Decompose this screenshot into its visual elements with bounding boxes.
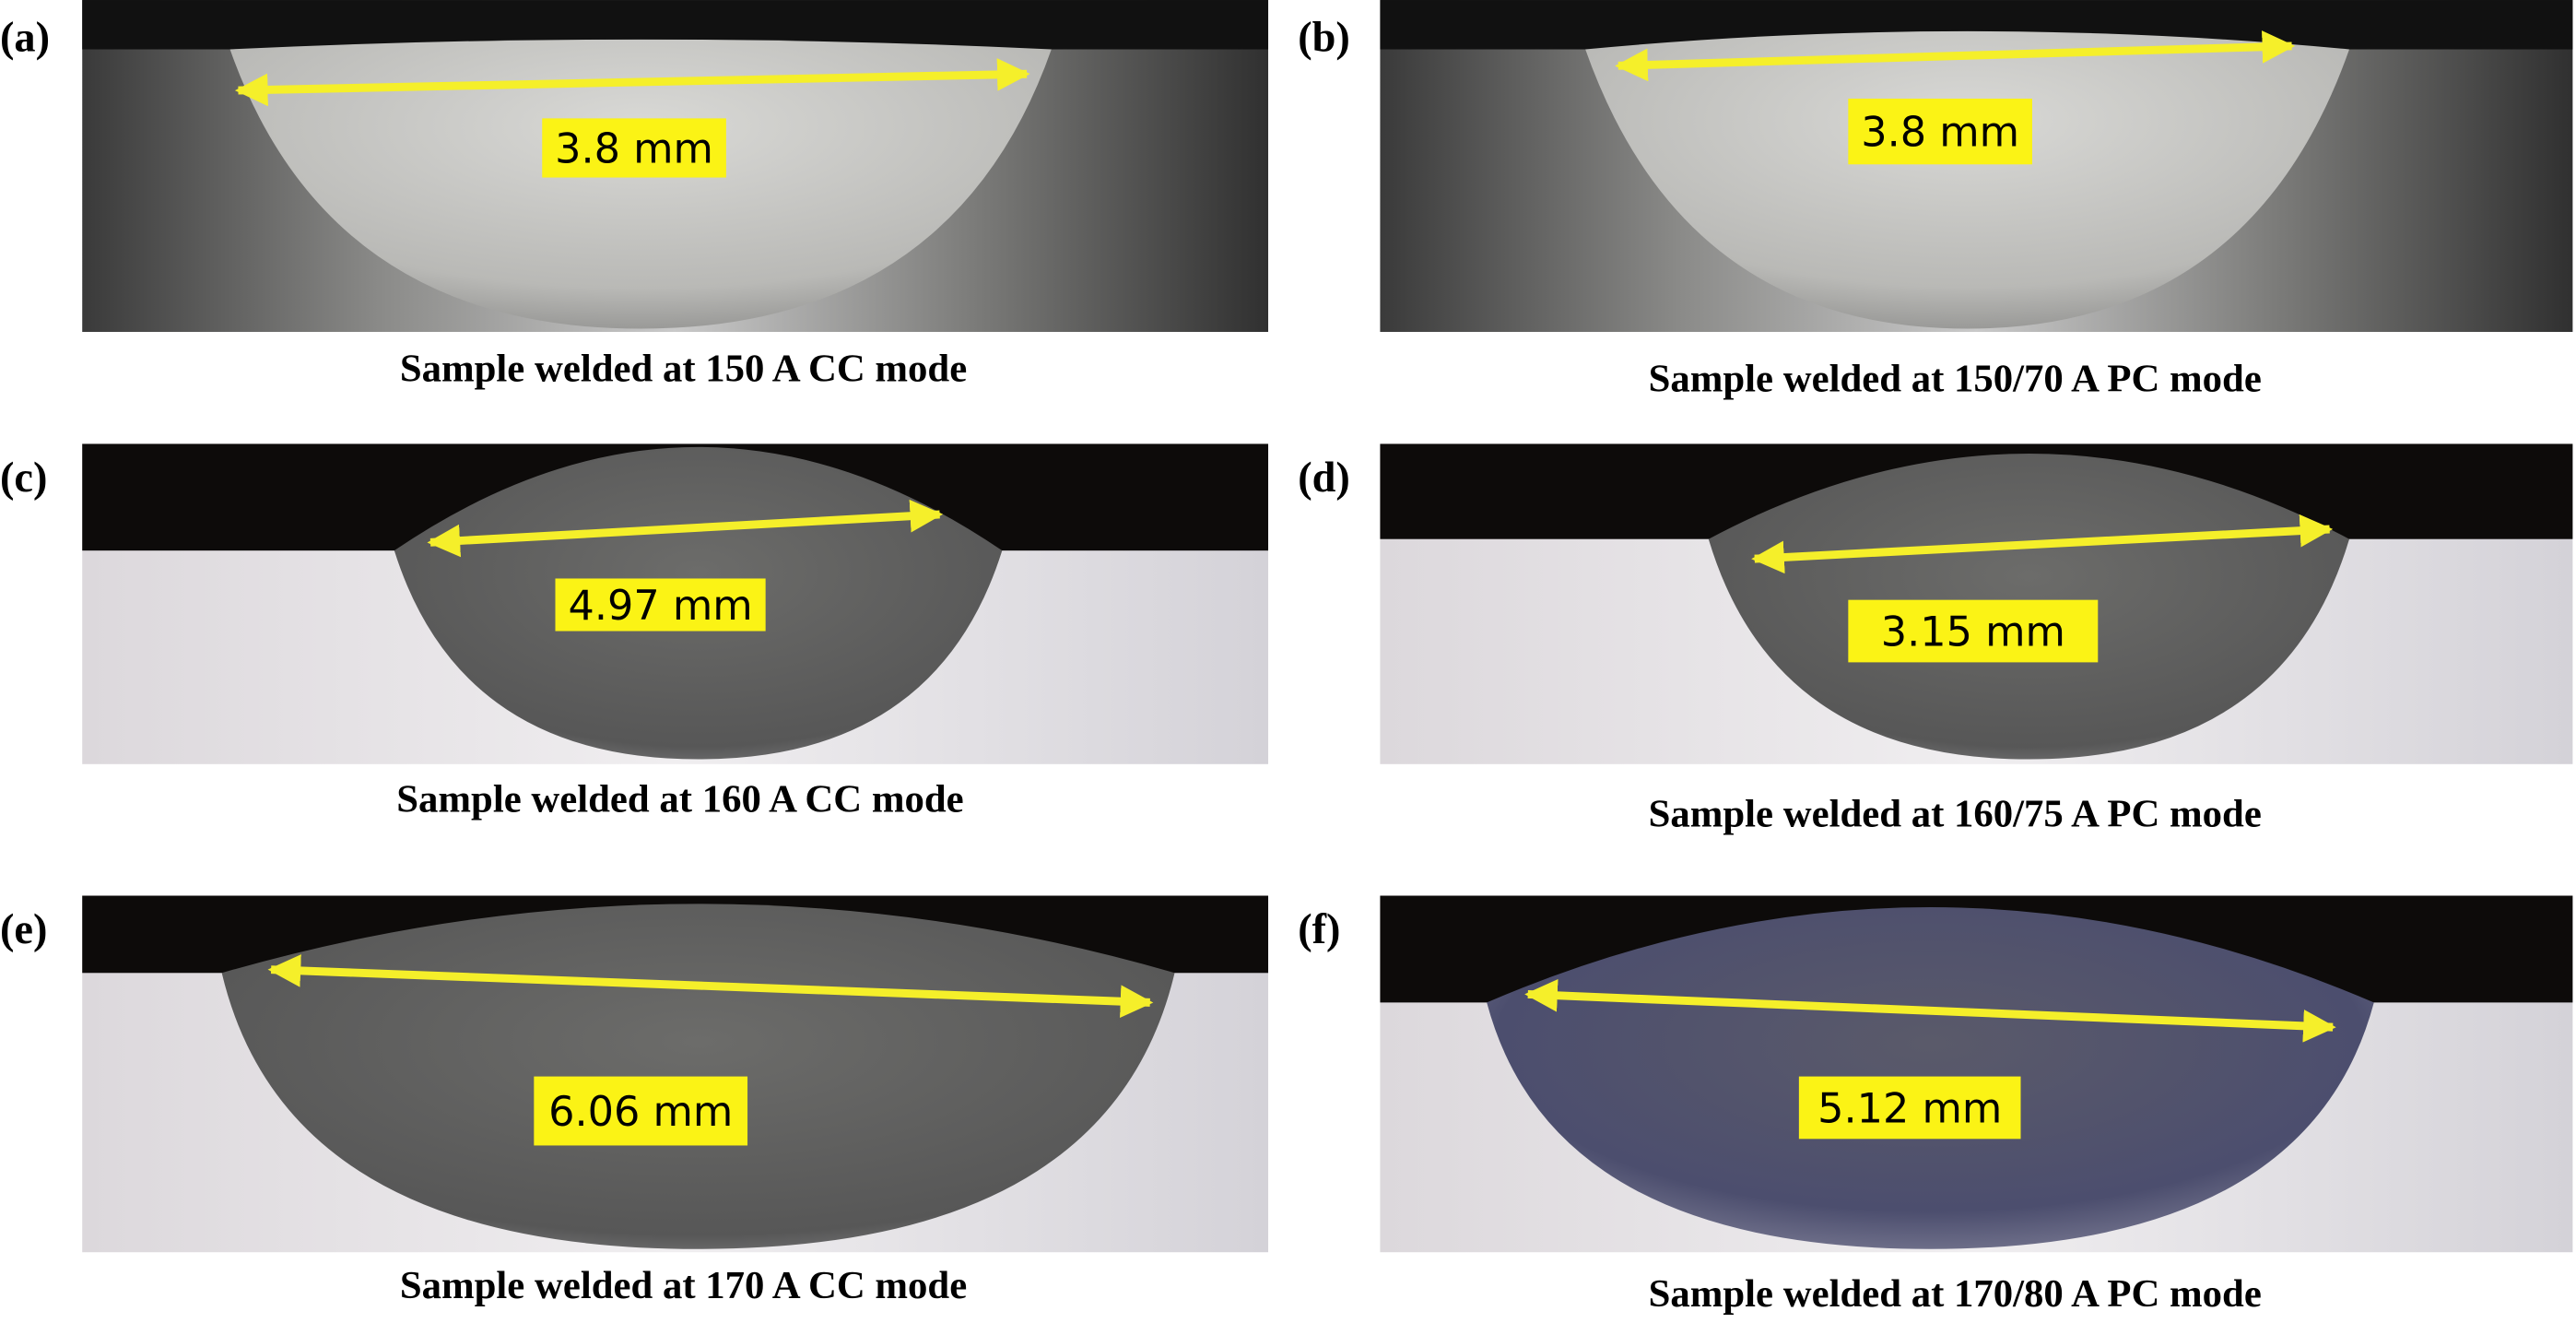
- width-arrow: [427, 499, 944, 558]
- caption: Sample welded at 160/75 A PC mode: [1649, 793, 2262, 836]
- measurement-box: [542, 118, 726, 178]
- measurement: 3.8 mm: [1861, 109, 2019, 157]
- weld-panel: 3.15 mm (d) Sample welded at 160/75 A PC m…: [1298, 443, 2573, 836]
- measurement-box: [534, 1076, 748, 1146]
- weld-panel: 4.97 mm (c) Sample welded at 160 A CC mode: [0, 443, 1269, 821]
- measurement-box: [1798, 1076, 2021, 1140]
- panel-label: (b): [1298, 14, 1350, 61]
- weld-photo: [82, 0, 1269, 333]
- measurement: 5.12 mm: [1817, 1084, 2002, 1132]
- panel-label: (d): [1298, 455, 1350, 502]
- weld-photo: [1380, 0, 2573, 333]
- measurement: 3.8 mm: [555, 125, 713, 173]
- width-arrow: [234, 58, 1030, 107]
- measurement: 4.97 mm: [569, 582, 753, 630]
- measurement: 6.06 mm: [548, 1088, 733, 1136]
- panel-label: (e): [0, 906, 47, 953]
- width-arrow: [267, 954, 1154, 1018]
- panel-label: (c): [0, 455, 47, 502]
- weld-panel: 3.8 mm (a) Sample welded at 150 A CC mode: [0, 0, 1269, 391]
- weld-panel: 6.06 mm (e) Sample welded at 170 A CC mode: [0, 895, 1269, 1307]
- weld-bead: [1585, 30, 2350, 329]
- measurement-box: [555, 578, 766, 632]
- panel-label: (a): [0, 14, 50, 61]
- width-arrow: [1751, 514, 2334, 574]
- caption: Sample welded at 160 A CC mode: [396, 778, 963, 821]
- weld-photo: [1380, 895, 2573, 1253]
- caption: Sample welded at 150/70 A PC mode: [1649, 357, 2262, 400]
- measurement-box: [1848, 599, 2099, 663]
- panel-label: (f): [1298, 906, 1340, 953]
- caption: Sample welded at 170 A CC mode: [400, 1264, 967, 1307]
- weld-panel: 3.8 mm (b) Sample welded at 150/70 A PC mo…: [1298, 0, 2573, 400]
- width-arrow: [1524, 978, 2336, 1043]
- measurement: 3.15 mm: [1881, 608, 2065, 656]
- caption: Sample welded at 170/80 A PC mode: [1649, 1272, 2262, 1316]
- weld-panel: 5.12 mm (f) Sample welded at 170/80 A PC m…: [1298, 895, 2573, 1316]
- width-arrow: [1615, 30, 2296, 82]
- weld-bead: [229, 39, 1052, 329]
- caption: Sample welded at 150 A CC mode: [400, 348, 967, 391]
- weld-photo: [82, 895, 1269, 1253]
- measurement-box: [1848, 98, 2032, 165]
